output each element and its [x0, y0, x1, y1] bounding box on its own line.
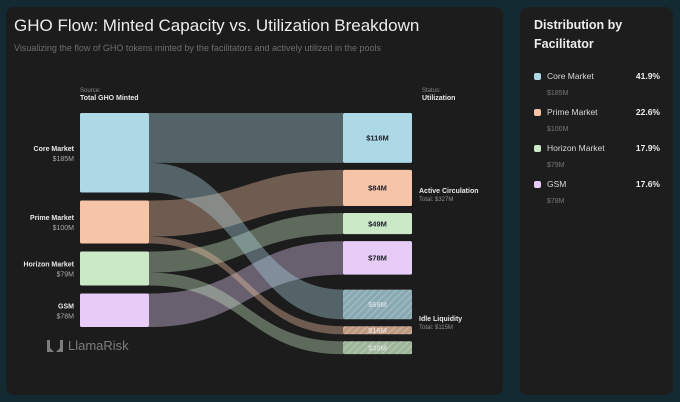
facilitator-percent: 41.9%: [635, 71, 660, 81]
source-label: Horizon Market: [23, 262, 74, 269]
llamarisk-logo: LlamaRisk: [46, 338, 129, 353]
logo-text: LlamaRisk: [68, 338, 129, 353]
source-node: [80, 293, 149, 328]
group-total: Total: $115M: [419, 325, 453, 331]
distribution-item: Horizon Market 17.9% $79M: [534, 143, 660, 169]
flow-link: [149, 113, 343, 163]
status-caption: Status:: [422, 88, 441, 94]
target-node: [343, 113, 412, 163]
llamarisk-icon: [47, 339, 63, 352]
legend-swatch: [534, 72, 541, 80]
legend-swatch: [534, 144, 541, 152]
distribution-panel: [520, 7, 673, 395]
source-value: $78M: [56, 313, 74, 320]
flow-link: [149, 272, 343, 355]
legend-swatch: [534, 180, 541, 188]
target-value: $78M: [368, 254, 387, 263]
flow-link: [149, 213, 343, 273]
idle-hatch: [343, 341, 412, 355]
target-value: $84M: [368, 184, 387, 193]
group-total: Total: $327M: [419, 197, 453, 203]
flow-link: [149, 162, 343, 320]
facilitator-value: $79M: [547, 162, 565, 169]
facilitator-name: GSM: [547, 179, 567, 189]
source-node: [80, 200, 149, 244]
legend-swatch: [534, 108, 541, 116]
distribution-item: GSM 17.6% $78M: [534, 179, 660, 205]
facilitator-name: Horizon Market: [547, 143, 605, 153]
target-value: $116M: [366, 134, 389, 143]
group-label: Idle Liquidity: [419, 316, 462, 323]
source-value: $100M: [53, 225, 75, 232]
distribution-title: Distribution by Facilitator: [534, 18, 623, 51]
distribution-item: Prime Market 22.6% $100M: [534, 107, 660, 133]
source-value: $79M: [56, 272, 74, 279]
source-label: Prime Market: [30, 215, 75, 222]
facilitator-percent: 22.6%: [635, 107, 660, 117]
target-value: $30M: [368, 344, 387, 353]
facilitator-percent: 17.6%: [635, 179, 660, 189]
facilitator-value: $78M: [547, 198, 565, 205]
facilitator-value: $100M: [547, 126, 569, 133]
target-node: [343, 213, 412, 235]
idle-hatch: [343, 326, 412, 335]
target-value: $16M: [368, 326, 387, 335]
source-value: $185M: [53, 156, 75, 163]
idle-hatch: [343, 289, 412, 320]
status-header: Utilization: [422, 95, 456, 102]
group-label: Active Circulation: [419, 188, 479, 195]
distribution-item: Core Market 41.9% $185M: [534, 71, 660, 97]
target-value: $69M: [368, 300, 387, 309]
chart-subtitle: Visualizing the flow of GHO tokens minte…: [14, 43, 382, 53]
target-node: [343, 169, 412, 206]
flow-link: [149, 236, 343, 335]
facilitator-percent: 17.9%: [635, 143, 660, 153]
facilitator-name: Core Market: [547, 71, 594, 81]
source-label: GSM: [58, 303, 74, 310]
source-caption: Source:: [80, 88, 101, 94]
source-node: [80, 251, 149, 286]
facilitator-value: $185M: [547, 90, 569, 97]
flow-link: [149, 169, 343, 237]
facilitator-name: Prime Market: [547, 107, 598, 117]
source-header: Total GHO Minted: [80, 95, 139, 102]
source-node: [80, 113, 149, 193]
target-value: $49M: [368, 219, 387, 228]
chart-title: GHO Flow: Minted Capacity vs. Utilizatio…: [14, 16, 420, 35]
target-node: [343, 241, 412, 275]
flow-link: [149, 241, 343, 328]
source-label: Core Market: [34, 146, 75, 153]
